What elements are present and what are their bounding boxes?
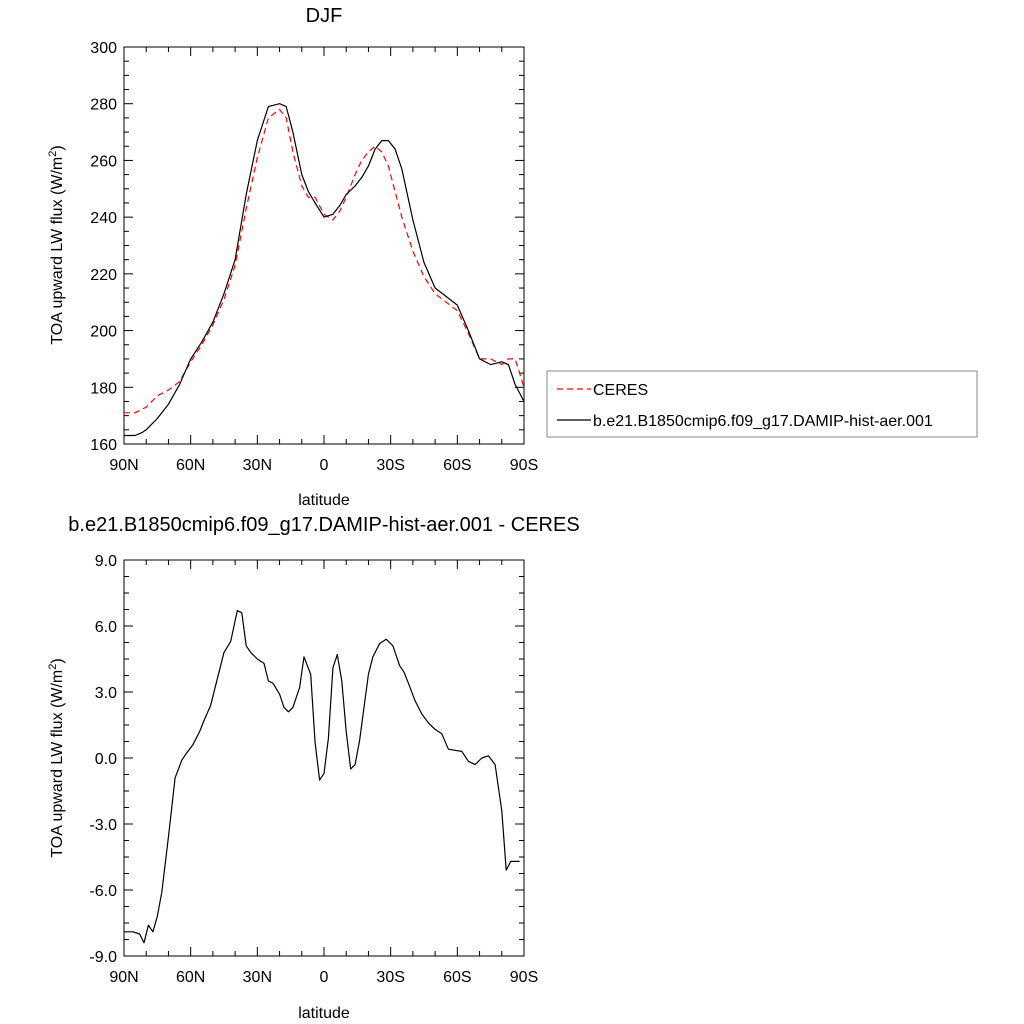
bottom-x-tick-label: 30S bbox=[376, 969, 404, 986]
bottom-line-chart: b.e21.B1850cmip6.f09_g17.DAMIP-hist-aer.… bbox=[47, 514, 580, 1022]
bottom-x-tick-label: 90N bbox=[109, 969, 138, 986]
top-axis-ticks: 90N 60N 30N 0 30S 60S 90S 160 180 200 220 240 260 280… bbox=[90, 40, 538, 474]
bottom-y-axis-title-sup: 2 bbox=[47, 664, 59, 670]
top-y-tick-label: 300 bbox=[90, 40, 117, 57]
top-chart-title: DJF bbox=[306, 5, 343, 27]
bottom-plot-frame bbox=[123, 559, 525, 957]
bottom-x-tick-label: 30N bbox=[243, 969, 272, 986]
top-y-tick-label: 260 bbox=[90, 153, 117, 170]
top-y-axis-title: TOA upward LW flux (W/m2) bbox=[47, 145, 66, 344]
bottom-series-group bbox=[124, 609, 520, 944]
bottom-y-axis-title-close: ) bbox=[49, 658, 66, 663]
bottom-y-tick-label: -3.0 bbox=[89, 817, 117, 834]
top-x-tick-label: 90S bbox=[510, 457, 538, 474]
top-series-line-b-e21-b1850cmip6-f09-g17-damip-hist-aer-001 bbox=[124, 103, 525, 437]
top-x-tick-label: 30N bbox=[243, 457, 272, 474]
top-line-chart: DJF 90N 60N 30N 0 30S 60S 90S 160 180 200 220 240 26… bbox=[47, 5, 978, 509]
bottom-y-tick-label: -6.0 bbox=[89, 883, 117, 900]
bottom-x-tick-label: 60S bbox=[443, 969, 471, 986]
bottom-y-tick-label: 6.0 bbox=[95, 619, 117, 636]
top-x-tick-label: 60S bbox=[443, 457, 471, 474]
top-y-tick-label: 180 bbox=[90, 380, 117, 397]
top-y-tick-label: 200 bbox=[90, 324, 117, 341]
bottom-chart-title: b.e21.B1850cmip6.f09_g17.DAMIP-hist-aer.… bbox=[68, 514, 579, 536]
bottom-x-axis-title: latitude bbox=[298, 1005, 350, 1022]
top-plot-frame bbox=[123, 46, 525, 445]
bottom-y-axis-title-main: TOA upward LW flux (W/m bbox=[49, 670, 66, 858]
top-x-tick-label: 0 bbox=[320, 457, 329, 474]
legend-box bbox=[546, 370, 978, 438]
top-y-tick-label: 280 bbox=[90, 97, 117, 114]
bottom-y-tick-label: 0.0 bbox=[95, 751, 117, 768]
top-y-tick-label: 240 bbox=[90, 210, 117, 227]
top-x-axis-title: latitude bbox=[298, 492, 350, 509]
bottom-y-tick-label: -9.0 bbox=[89, 949, 117, 966]
bottom-y-tick-label: 3.0 bbox=[95, 685, 117, 702]
top-series-line-ceres bbox=[124, 108, 525, 414]
bottom-axis-ticks: 90N 60N 30N 0 30S 60S 90S -9.0 -6.0 -3.0 0.0 3.0 6.0… bbox=[89, 553, 538, 986]
bottom-series-line-0 bbox=[124, 609, 520, 944]
legend-label-ceres: CERES bbox=[593, 382, 648, 399]
top-y-axis-title-sup: 2 bbox=[47, 151, 59, 157]
legend-label-model: b.e21.B1850cmip6.f09_g17.DAMIP-hist-aer.… bbox=[593, 413, 933, 430]
top-y-tick-label: 220 bbox=[90, 267, 117, 284]
bottom-x-tick-label: 60N bbox=[176, 969, 205, 986]
bottom-y-tick-label: 9.0 bbox=[95, 553, 117, 570]
bottom-x-tick-label: 90S bbox=[510, 969, 538, 986]
legend: CERES b.e21.B1850cmip6.f09_g17.DAMIP-his… bbox=[546, 370, 978, 438]
top-y-axis-title-close: ) bbox=[49, 145, 66, 150]
bottom-y-axis-title: TOA upward LW flux (W/m2) bbox=[47, 658, 66, 857]
top-x-tick-label: 90N bbox=[109, 457, 138, 474]
top-series-group bbox=[124, 103, 525, 437]
top-y-axis-title-main: TOA upward LW flux (W/m bbox=[49, 157, 66, 345]
bottom-x-tick-label: 0 bbox=[320, 969, 329, 986]
top-x-tick-label: 60N bbox=[176, 457, 205, 474]
top-x-tick-label: 30S bbox=[376, 457, 404, 474]
top-y-tick-label: 160 bbox=[90, 437, 117, 454]
